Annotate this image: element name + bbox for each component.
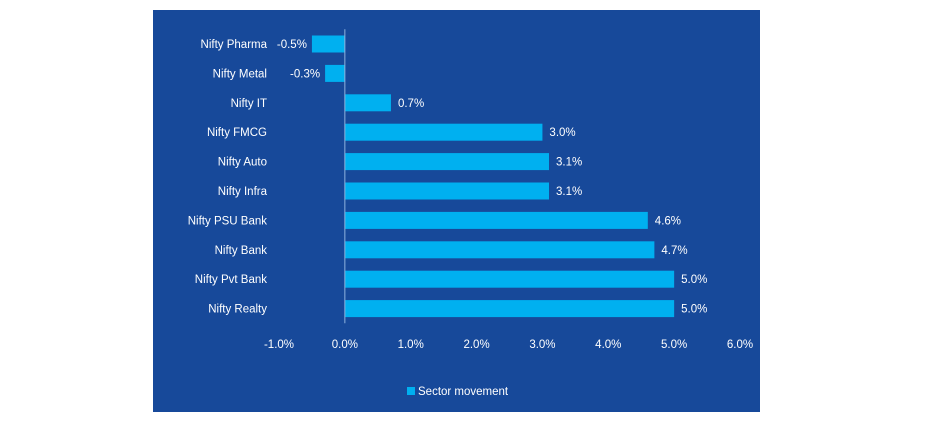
legend-swatch [407,387,415,395]
category-label: Nifty Pharma [201,39,268,51]
value-label: -0.3% [290,68,320,80]
bar [344,94,391,112]
x-tick-label: 5.0% [661,339,687,351]
x-tick-label: 3.0% [529,339,555,351]
category-label: Nifty IT [231,98,267,110]
bar [344,153,550,171]
value-label: -0.5% [277,39,307,51]
bar [344,270,675,288]
chart-panel: Nifty Pharma Nifty Metal Nifty IT Nifty FMC… [153,10,760,412]
bar [344,241,655,259]
category-label: Nifty Metal [213,68,267,80]
x-tick-label: 1.0% [398,339,424,351]
legend: Sector movement [407,386,509,398]
value-label: 4.7% [661,245,687,257]
value-label: 3.1% [556,186,582,198]
bars-layer [311,35,675,318]
category-label: Nifty Infra [218,186,268,198]
x-tick-label: 0.0% [332,339,358,351]
value-label: 5.0% [681,304,707,316]
value-labels: -0.5% -0.3% 0.7% 3.0% 3.1% 3.1% 4.6% 4.7% 5.0% 5.… [277,39,707,316]
bar [311,35,345,53]
value-label: 0.7% [398,98,424,110]
bar [344,211,648,229]
value-label: 5.0% [681,274,707,286]
category-label: Nifty Pvt Bank [195,274,267,286]
bar [344,182,550,200]
value-label: 3.1% [556,157,582,169]
category-label: Nifty Bank [215,245,268,257]
sector-movement-chart: Nifty Pharma Nifty Metal Nifty IT Nifty FMC… [188,29,753,398]
category-label: Nifty Auto [218,157,267,169]
x-tick-labels: -1.0% 0.0% 1.0% 2.0% 3.0% 4.0% 5.0% 6.0% [264,339,753,351]
x-tick-label: -1.0% [264,339,294,351]
x-tick-label: 4.0% [595,339,621,351]
legend-label: Sector movement [418,386,509,398]
x-tick-label: 6.0% [727,339,753,351]
bar [344,123,543,141]
bar [344,300,675,318]
value-label: 3.0% [549,127,575,139]
category-label: Nifty PSU Bank [188,215,267,227]
value-label: 4.6% [655,215,681,227]
bar [325,64,345,82]
category-label: Nifty FMCG [207,127,267,139]
category-labels: Nifty Pharma Nifty Metal Nifty IT Nifty FMC… [188,39,268,316]
category-label: Nifty Realty [208,304,267,316]
x-tick-label: 2.0% [463,339,489,351]
